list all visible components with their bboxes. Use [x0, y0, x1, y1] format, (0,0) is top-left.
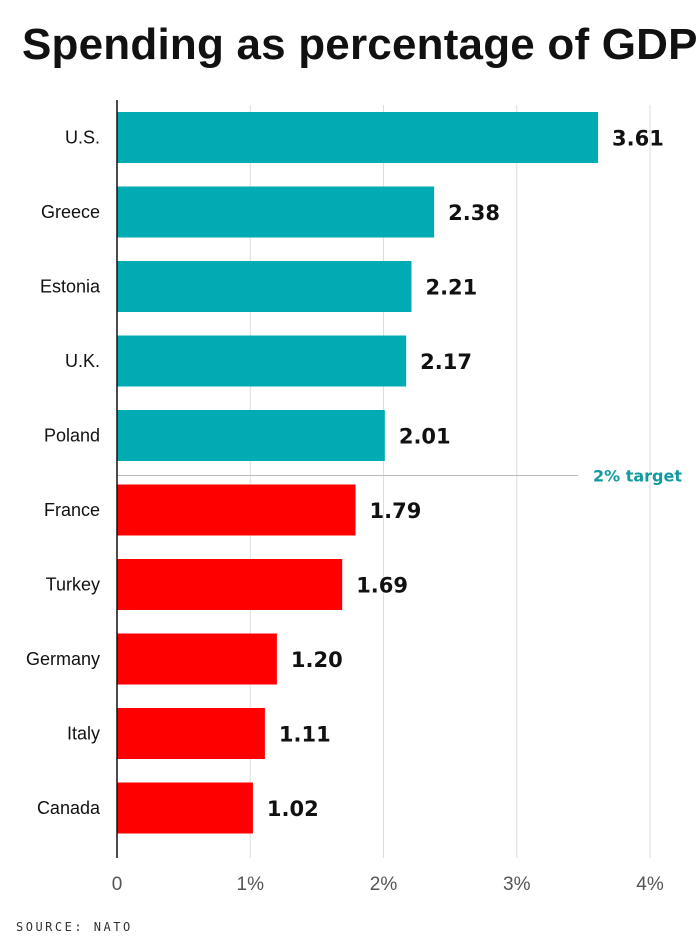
bars: U.S. 3.61 Greece 2.38 Estonia 2.21 U.K. 2.17 Pol…	[26, 112, 664, 834]
value-label: 1.79	[370, 499, 422, 523]
category-label: Poland	[44, 426, 100, 446]
target-label: 2% target	[593, 467, 682, 486]
x-tick-label: 1%	[237, 874, 265, 895]
x-tick-label: 2%	[370, 874, 398, 895]
category-label: U.S.	[65, 128, 100, 148]
bar	[117, 186, 435, 238]
category-label: U.K.	[65, 351, 100, 371]
value-label: 3.61	[612, 127, 664, 151]
value-label: 2.21	[425, 276, 477, 300]
bar	[117, 708, 265, 759]
category-label: Italy	[67, 724, 100, 744]
value-label: 2.38	[448, 201, 500, 225]
source-note: SOURCE: NATO	[16, 920, 133, 934]
value-label: 1.11	[279, 723, 331, 747]
axis: 0 1% 2% 3% 4% 2% target	[112, 100, 682, 895]
bar	[117, 112, 599, 163]
category-label: Greece	[41, 202, 100, 222]
value-label: 1.20	[291, 648, 343, 672]
bar	[117, 782, 253, 834]
x-tick-label: 4%	[636, 874, 664, 895]
bar	[117, 633, 277, 685]
category-label: Canada	[37, 798, 101, 818]
category-label: Germany	[26, 649, 100, 669]
bar	[117, 484, 356, 536]
value-label: 2.01	[399, 425, 451, 449]
x-tick-label: 0	[112, 874, 123, 895]
value-label: 1.02	[267, 797, 319, 821]
category-label: Turkey	[46, 575, 100, 595]
category-label: France	[44, 500, 100, 520]
bar	[117, 559, 343, 610]
bar	[117, 261, 412, 312]
value-label: 2.17	[420, 350, 472, 374]
bar	[117, 335, 407, 387]
x-tick-label: 3%	[503, 874, 531, 895]
bar	[117, 410, 385, 461]
category-label: Estonia	[40, 277, 101, 297]
chart-title: Spending as percentage of GDP	[22, 20, 698, 69]
value-label: 1.69	[356, 574, 408, 598]
